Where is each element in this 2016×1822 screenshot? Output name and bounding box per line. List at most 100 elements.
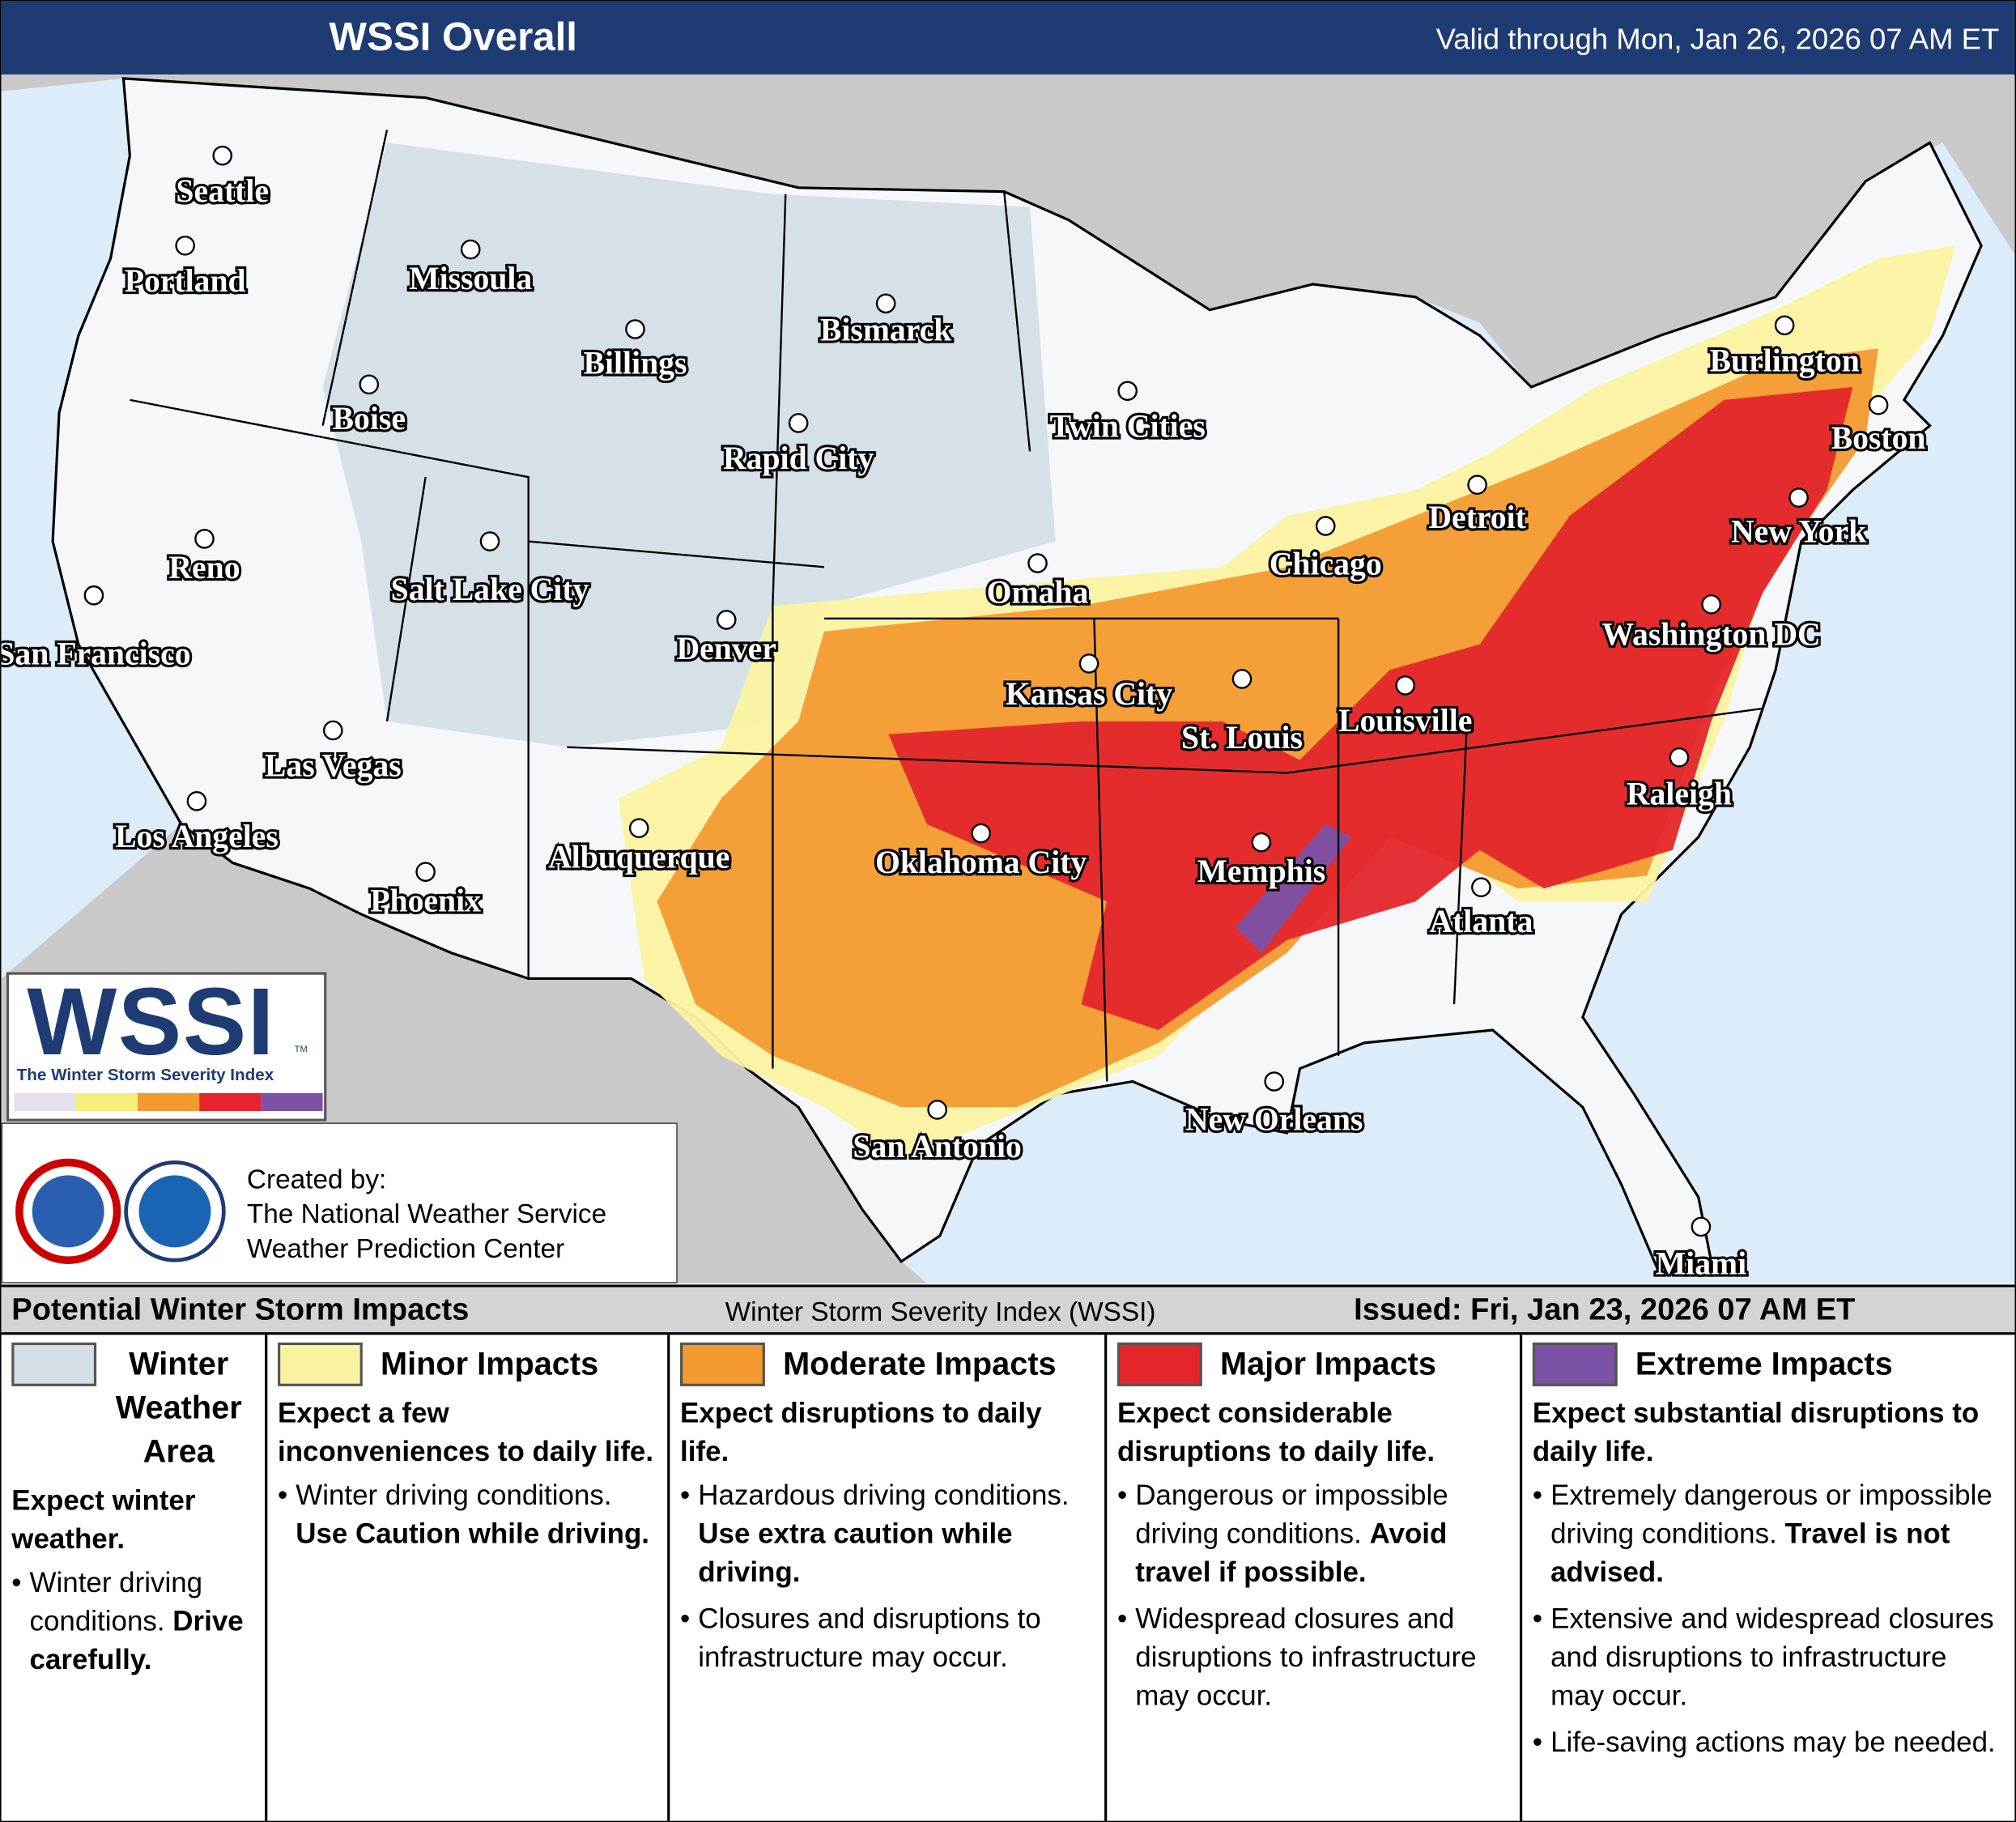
impact-area xyxy=(322,143,1056,747)
legend-column: Extreme Impacts Expect substantial disrup… xyxy=(1522,1335,2015,1821)
legend: Potential Winter Storm Impacts Winter St… xyxy=(1,1284,2015,1821)
city-label: New York xyxy=(1731,514,1867,550)
legend-swatch xyxy=(1116,1342,1202,1386)
legend-bullets: Extremely dangerous or impossible drivin… xyxy=(1533,1476,2005,1762)
city-dot xyxy=(1669,747,1690,768)
bullet-text: Closures and disruptions to infrastructu… xyxy=(698,1602,1041,1673)
city-dot xyxy=(175,236,195,256)
city-label: Louisville xyxy=(1338,703,1472,739)
city-dot xyxy=(788,413,809,433)
city-label: Denver xyxy=(677,631,776,666)
city-dot xyxy=(1264,1071,1285,1092)
city-dot xyxy=(415,862,436,882)
bullet-emphasis: Use Caution while driving. xyxy=(296,1517,650,1550)
city-label: New Orleans xyxy=(1185,1101,1363,1137)
state-lines xyxy=(130,130,1763,1082)
city-dot xyxy=(1251,832,1272,853)
legend-bullet: Closures and disruptions to infrastructu… xyxy=(680,1599,1094,1676)
city-dot xyxy=(1117,381,1138,402)
legend-bullets: Dangerous or impossible driving conditio… xyxy=(1117,1476,1509,1715)
city-label: Atlanta xyxy=(1429,904,1533,939)
legend-swatch xyxy=(680,1342,765,1386)
city-dot xyxy=(971,823,991,844)
city-dot xyxy=(1868,394,1889,415)
city-dot xyxy=(875,293,896,314)
legend-summary: Expect a few inconveniences to daily lif… xyxy=(278,1396,654,1467)
bullet-text: Widespread closures and disruptions to i… xyxy=(1135,1602,1477,1712)
bullet-text: Extensive and widespread closures and di… xyxy=(1550,1602,1994,1712)
legend-bullet: Widespread closures and disruptions to i… xyxy=(1117,1599,1509,1715)
city-dot xyxy=(1701,594,1721,615)
city-label: Las Vegas xyxy=(265,748,402,784)
city-dot xyxy=(1027,553,1048,573)
legend-name: Winter Weather Area xyxy=(115,1346,242,1471)
city-label: Burlington xyxy=(1710,343,1860,379)
city-dot xyxy=(625,319,645,339)
logo-tm: TM xyxy=(294,1045,308,1055)
city-label: Reno xyxy=(168,550,240,585)
bullet-text: Life-saving actions may be needed. xyxy=(1550,1726,1996,1758)
bullet-emphasis: Drive carefully. xyxy=(29,1604,244,1676)
city-dot xyxy=(460,239,481,260)
legend-name: Extreme Impacts xyxy=(1635,1346,1893,1383)
legend-name: Moderate Impacts xyxy=(783,1346,1057,1383)
city-dot xyxy=(1078,653,1099,674)
city-dot xyxy=(212,145,233,166)
city-dot xyxy=(1395,675,1415,696)
legend-name: Major Impacts xyxy=(1220,1346,1436,1383)
credits: Created by: The National Weather Service… xyxy=(1,1122,678,1283)
legend-column: Moderate Impacts Expect disruptions to da… xyxy=(670,1335,1108,1821)
legend-title: Potential Winter Storm Impacts xyxy=(11,1292,470,1327)
bullet-text: Winter driving conditions. xyxy=(29,1566,203,1637)
legend-heading: Minor Impacts xyxy=(278,1342,657,1386)
city-dot xyxy=(479,531,500,551)
nws-logo-inner xyxy=(32,1175,104,1248)
borders xyxy=(130,130,1763,1082)
credits-text: Created by: The National Weather Service… xyxy=(247,1163,606,1267)
city-dot xyxy=(1231,669,1253,689)
city-label: Detroit xyxy=(1428,500,1526,535)
legend-summary: Expect winter weather. xyxy=(11,1484,196,1555)
bullet-emphasis: Travel is not advised. xyxy=(1550,1517,1950,1589)
city-label: Memphis xyxy=(1197,854,1325,889)
legend-bullet: Extensive and widespread closures and di… xyxy=(1533,1599,2005,1715)
city-label: Rapid City xyxy=(723,441,874,476)
credits-label: Created by: xyxy=(246,1164,387,1195)
city-dot xyxy=(716,610,737,630)
city-label: Albuquerque xyxy=(548,839,729,875)
city-label: Boise xyxy=(333,401,406,436)
logo-subtitle: The Winter Storm Severity Index xyxy=(16,1064,274,1084)
header: WSSI Overall Valid through Mon, Jan 26, … xyxy=(1,1,2015,75)
legend-column: Minor Impacts Expect a few inconveniences… xyxy=(267,1335,670,1821)
legend-swatch xyxy=(278,1342,363,1386)
legend-summary: Expect substantial disruptions to daily … xyxy=(1532,1396,1980,1467)
city-label: Kansas City xyxy=(1006,676,1172,712)
issued: Issued: Fri, Jan 23, 2026 07 AM ET xyxy=(1354,1292,1856,1327)
city-label: Salt Lake City xyxy=(391,572,589,607)
legend-bullets: Winter driving conditions. Drive careful… xyxy=(11,1564,254,1679)
city-label: Bismarck xyxy=(820,312,952,347)
city-label: Los Angeles xyxy=(115,819,279,854)
credits-line: The National Weather Service xyxy=(246,1199,607,1230)
legend-column: Winter Weather Area Expect winter weather… xyxy=(2,1335,268,1821)
legend-swatch xyxy=(1532,1342,1618,1386)
city-label: Washington DC xyxy=(1602,617,1821,653)
legend-bullets: Hazardous driving conditions. Use extra … xyxy=(680,1476,1094,1677)
legend-heading: Moderate Impacts xyxy=(680,1342,1094,1386)
city-dot xyxy=(194,529,215,549)
city-label: Portland xyxy=(125,263,246,299)
city-label: Raleigh xyxy=(1627,777,1732,812)
legend-bullet: Winter driving conditions. Use Caution w… xyxy=(278,1476,657,1553)
city-dot xyxy=(83,585,104,606)
legend-summary: Expect considerable disruptions to daily… xyxy=(1116,1396,1435,1467)
city-label: San Francisco xyxy=(2,636,191,672)
city-dot xyxy=(1774,315,1795,336)
logo-colorbar xyxy=(14,1092,323,1112)
legend-bullet: Extremely dangerous or impossible drivin… xyxy=(1533,1476,2005,1592)
legend-bullet: Dangerous or impossible driving conditio… xyxy=(1117,1476,1509,1592)
city-dot xyxy=(1471,877,1491,898)
bullet-emphasis: Avoid travel if possible. xyxy=(1135,1517,1448,1589)
legend-bullet: Winter driving conditions. Drive careful… xyxy=(11,1564,255,1679)
city-label: Missoula xyxy=(409,261,532,296)
